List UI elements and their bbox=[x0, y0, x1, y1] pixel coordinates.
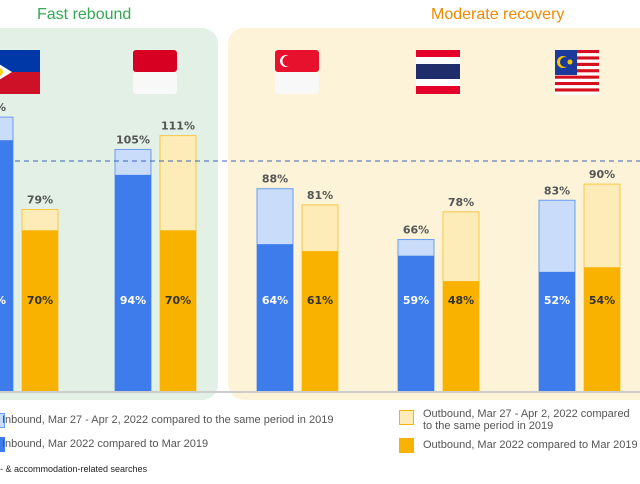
legend-swatch-inbound-month bbox=[0, 437, 5, 452]
label-inbound-month-thailand: 59% bbox=[403, 294, 429, 307]
legend-outbound-week: Outbound, Mar 27 - Apr 2, 2022 compared … bbox=[423, 408, 630, 432]
legend-inbound-week: Inbound, Mar 27 - Apr 2, 2022 compared t… bbox=[2, 414, 334, 426]
bar-inbound-month-singapore bbox=[257, 244, 293, 392]
label-outbound-month-philippines: 70% bbox=[27, 294, 53, 307]
flag-philippines-icon bbox=[0, 64, 12, 80]
bar-outbound-month-thailand bbox=[443, 281, 479, 392]
flag-indonesia-icon bbox=[133, 50, 177, 72]
label-inbound-month-malaysia: 52% bbox=[544, 294, 570, 307]
label-inbound-week-indonesia: 105% bbox=[116, 133, 150, 146]
flag-thailand-icon bbox=[416, 57, 460, 64]
flag-malaysia-icon bbox=[567, 59, 573, 65]
legend-swatch-outbound-week bbox=[399, 410, 414, 425]
flag-singapore-icon bbox=[275, 72, 319, 94]
label-outbound-week-singapore: 81% bbox=[307, 189, 333, 202]
label-inbound-month-indonesia: 94% bbox=[120, 294, 146, 307]
bar-outbound-month-philippines bbox=[22, 230, 58, 392]
label-inbound-week-singapore: 88% bbox=[262, 173, 288, 186]
footnote: - & accommodation-related searches bbox=[0, 464, 148, 474]
flag-philippines-icon bbox=[0, 72, 40, 94]
label-outbound-week-philippines: 79% bbox=[27, 194, 53, 207]
legend-inbound-month: Inbound, Mar 2022 compared to Mar 2019 bbox=[2, 438, 209, 450]
flag-indonesia-icon bbox=[133, 72, 177, 94]
flag-philippines-icon bbox=[0, 68, 3, 76]
label-inbound-week-malaysia: 83% bbox=[544, 184, 570, 197]
bar-outbound-month-malaysia bbox=[584, 267, 620, 392]
flag-thailand-icon bbox=[416, 86, 460, 94]
flag-malaysia-icon bbox=[555, 91, 599, 95]
flag-malaysia-icon bbox=[555, 82, 599, 86]
flag-philippines-icon bbox=[0, 50, 40, 72]
label-outbound-week-indonesia: 111% bbox=[161, 120, 195, 133]
flag-thailand-icon bbox=[416, 79, 460, 86]
flag-malaysia-icon bbox=[555, 78, 599, 82]
bar-inbound-month-malaysia bbox=[539, 271, 575, 392]
flag-singapore-icon bbox=[282, 55, 294, 67]
flag-malaysia-icon bbox=[555, 75, 599, 79]
label-outbound-week-thailand: 78% bbox=[448, 196, 474, 209]
label-outbound-week-malaysia: 90% bbox=[589, 168, 615, 181]
label-inbound-week-thailand: 66% bbox=[403, 224, 429, 237]
label-inbound-month-philippines: …% bbox=[0, 294, 6, 307]
label-inbound-month-singapore: 64% bbox=[262, 294, 288, 307]
label-outbound-month-thailand: 48% bbox=[448, 294, 474, 307]
bar-inbound-month-thailand bbox=[398, 255, 434, 392]
legend-swatch-inbound-week bbox=[0, 413, 5, 428]
label-inbound-week-philippines: …% bbox=[0, 101, 6, 114]
bar-inbound-month-indonesia bbox=[115, 174, 151, 392]
bar-chart: …% 79% …% 70% 105% 111% 94% 70% 88% 81% 64% 61% 66% 7… bbox=[0, 50, 640, 393]
bar-outbound-month-singapore bbox=[302, 251, 338, 392]
flag-malaysia-icon bbox=[560, 57, 570, 67]
bar-outbound-month-indonesia bbox=[160, 230, 196, 392]
flag-malaysia-icon bbox=[555, 88, 599, 92]
flag-malaysia-icon bbox=[555, 85, 599, 89]
flag-thailand-icon bbox=[416, 64, 460, 79]
legend-swatch-outbound-month bbox=[399, 438, 414, 453]
bar-inbound-month-philippines bbox=[0, 140, 13, 392]
group-title-fast-rebound: Fast rebound bbox=[37, 6, 132, 23]
group-title-moderate-recovery: Moderate recovery bbox=[431, 6, 565, 23]
label-outbound-month-malaysia: 54% bbox=[589, 294, 615, 307]
label-outbound-month-indonesia: 70% bbox=[165, 294, 191, 307]
legend-outbound-month: Outbound, Mar 2022 compared to Mar 2019 bbox=[423, 439, 638, 451]
flag-thailand-icon bbox=[416, 50, 460, 57]
label-outbound-month-singapore: 61% bbox=[307, 294, 333, 307]
